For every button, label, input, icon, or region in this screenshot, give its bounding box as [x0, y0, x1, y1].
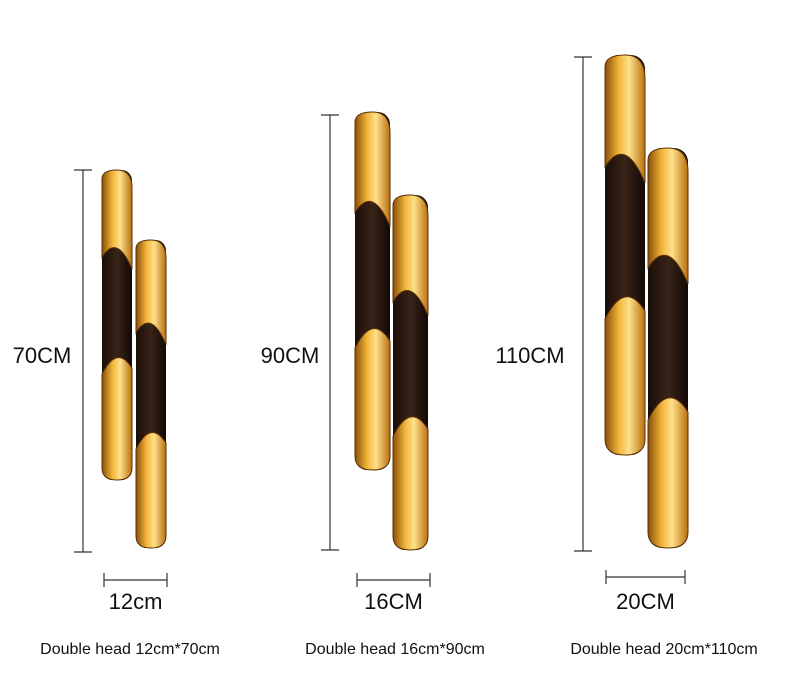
lamp-glow [135, 239, 167, 345]
lamp-glow [647, 147, 689, 285]
width-label: 20CM [616, 589, 675, 614]
lamp-glow [135, 432, 167, 549]
caption: Double head 12cm*70cm [40, 641, 220, 658]
lamp-glow [101, 169, 133, 270]
lamp-glow [101, 357, 133, 481]
lamp-glow [604, 54, 646, 184]
lamps [74, 54, 689, 587]
lamp-glow [647, 397, 689, 549]
lamp-glow [392, 416, 429, 551]
lamp-glow [392, 194, 429, 316]
caption: Double head 20cm*110cm [570, 641, 757, 658]
height-label: 70CM [13, 343, 72, 368]
width-label: 12cm [109, 589, 163, 614]
height-label: 110CM [495, 343, 564, 368]
lamp-glow [354, 328, 391, 471]
caption: Double head 16cm*90cm [305, 641, 485, 658]
width-label: 16CM [364, 589, 423, 614]
labels: 70CM 12cm Double head 12cm*70cm 90CM 16CM Dou… [13, 343, 758, 658]
lamp-glow [604, 296, 646, 456]
lamp-glow [354, 111, 391, 227]
height-label: 90CM [261, 343, 320, 368]
